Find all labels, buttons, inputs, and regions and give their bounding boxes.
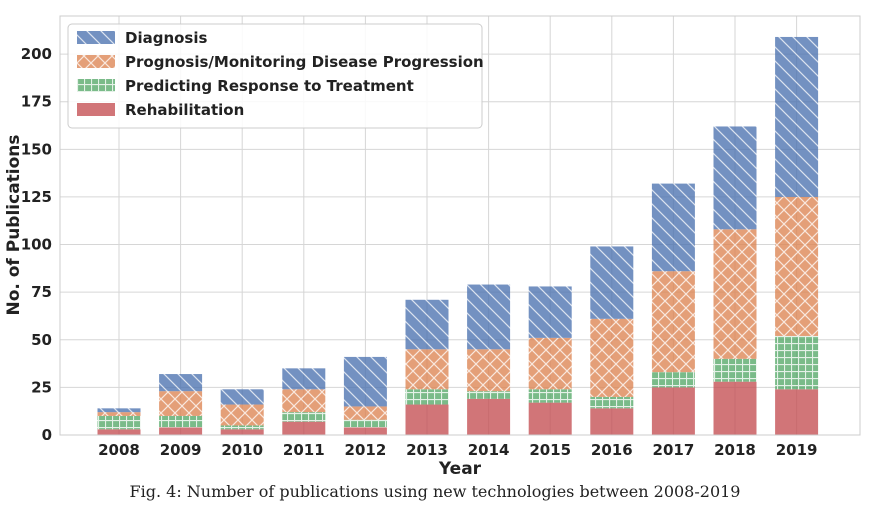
y-tick-label: 175 (21, 93, 52, 111)
bar-diagnosis-2011 (282, 368, 326, 390)
bar-rehabilitation-2008 (97, 429, 141, 435)
bar-rehabilitation-2013 (405, 404, 449, 435)
x-axis-title: Year (438, 459, 482, 479)
x-tick-label: 2015 (529, 441, 571, 459)
x-tick-label: 2017 (653, 441, 695, 459)
bar-predicting-response-to-treatment-2008 (97, 415, 141, 430)
bar-predicting-response-to-treatment-2017 (651, 372, 695, 388)
bar-rehabilitation-2009 (159, 427, 203, 435)
x-tick-label: 2019 (776, 441, 818, 459)
bar-predicting-response-to-treatment-2012 (343, 419, 387, 428)
bar-prognosis-monitoring-disease-progression-2014 (467, 349, 511, 392)
bar-diagnosis-2017 (651, 183, 695, 272)
bar-predicting-response-to-treatment-2009 (159, 415, 203, 428)
bar-prognosis-monitoring-disease-progression-2012 (343, 406, 387, 420)
legend-swatch-diagnosis (77, 31, 115, 44)
bar-diagnosis-2018 (713, 126, 757, 230)
legend-label-predicting-response-to-treatment: Predicting Response to Treatment (125, 77, 414, 95)
bar-prognosis-monitoring-disease-progression-2019 (775, 196, 819, 336)
bar-diagnosis-2013 (405, 299, 449, 350)
bar-prognosis-monitoring-disease-progression-2010 (220, 404, 264, 426)
bars (97, 36, 819, 435)
bar-prognosis-monitoring-disease-progression-2015 (528, 337, 572, 390)
tick-labels: 0 25 50 75 100 125 150 175 200 2008 2009 2010 2011 20… (21, 45, 818, 459)
bar-rehabilitation-2012 (343, 427, 387, 435)
bar-rehabilitation-2011 (282, 421, 326, 435)
legend-label-diagnosis: Diagnosis (125, 29, 208, 47)
bar-prognosis-monitoring-disease-progression-2013 (405, 349, 449, 390)
bar-predicting-response-to-treatment-2019 (775, 335, 819, 390)
bar-rehabilitation-2019 (775, 389, 819, 435)
y-tick-label: 125 (21, 188, 52, 206)
legend-box (67, 23, 483, 129)
stacked-bar-chart: 0 25 50 75 100 125 150 175 200 2008 2009 2010 2011 20… (4, 15, 861, 479)
y-axis-title: No. of Publications (4, 134, 24, 315)
legend-swatch-rehabilitation (77, 103, 115, 116)
bar-prognosis-monitoring-disease-progression-2011 (282, 389, 326, 413)
bar-prognosis-monitoring-disease-progression-2008 (97, 412, 141, 416)
bar-diagnosis-2009 (159, 374, 203, 392)
x-tick-label: 2008 (98, 441, 140, 459)
x-tick-label: 2013 (406, 441, 448, 459)
bar-predicting-response-to-treatment-2018 (713, 358, 757, 382)
bar-prognosis-monitoring-disease-progression-2016 (590, 318, 634, 397)
x-tick-label: 2016 (591, 441, 633, 459)
x-tick-label: 2012 (345, 441, 387, 459)
bar-predicting-response-to-treatment-2013 (405, 389, 449, 405)
bar-diagnosis-2019 (775, 36, 819, 197)
y-tick-label: 75 (31, 283, 52, 301)
bar-diagnosis-2008 (97, 408, 141, 413)
legend-swatch-predicting-response-to-treatment (77, 79, 115, 92)
x-tick-label: 2018 (714, 441, 756, 459)
x-tick-label: 2011 (283, 441, 325, 459)
bar-predicting-response-to-treatment-2011 (282, 412, 326, 422)
bar-rehabilitation-2018 (713, 381, 757, 435)
bar-prognosis-monitoring-disease-progression-2017 (651, 271, 695, 373)
bar-rehabilitation-2016 (590, 408, 634, 435)
y-tick-label: 200 (21, 45, 52, 63)
bar-diagnosis-2012 (343, 356, 387, 407)
x-tick-label: 2009 (160, 441, 202, 459)
x-tick-label: 2010 (221, 441, 263, 459)
bar-rehabilitation-2010 (220, 429, 264, 435)
legend-label-rehabilitation: Rehabilitation (125, 101, 244, 119)
bar-rehabilitation-2014 (467, 398, 511, 435)
bar-diagnosis-2016 (590, 246, 634, 319)
bar-predicting-response-to-treatment-2010 (220, 425, 264, 430)
bar-prognosis-monitoring-disease-progression-2009 (159, 391, 203, 416)
bar-rehabilitation-2017 (651, 387, 695, 435)
bar-prognosis-monitoring-disease-progression-2018 (713, 229, 757, 359)
bar-predicting-response-to-treatment-2015 (528, 389, 572, 403)
legend: Diagnosis Prognosis/Monitoring Disease Pr… (67, 23, 484, 129)
bar-rehabilitation-2015 (528, 402, 572, 435)
y-tick-label: 0 (42, 426, 52, 444)
y-tick-label: 25 (31, 378, 52, 396)
bar-diagnosis-2010 (220, 389, 264, 405)
bar-diagnosis-2015 (528, 286, 572, 338)
figure-caption: Fig. 4: Number of publications using new… (129, 482, 741, 501)
bar-predicting-response-to-treatment-2016 (590, 396, 634, 409)
legend-label-prognosis-monitoring-disease-progression: Prognosis/Monitoring Disease Progression (125, 53, 484, 71)
x-tick-label: 2014 (468, 441, 510, 459)
bar-predicting-response-to-treatment-2014 (467, 391, 511, 399)
y-tick-label: 50 (31, 331, 52, 349)
bar-diagnosis-2014 (467, 284, 511, 350)
legend-swatch-prognosis-monitoring-disease-progression (77, 55, 115, 68)
y-tick-label: 150 (21, 140, 52, 158)
plot-frame (59, 15, 861, 436)
y-tick-label: 100 (21, 236, 52, 254)
